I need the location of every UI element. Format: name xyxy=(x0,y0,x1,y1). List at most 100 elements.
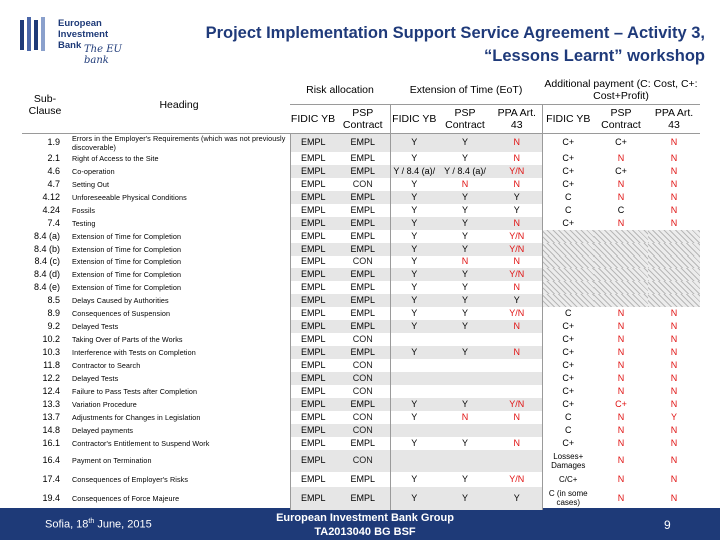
risk-fidic-cell: EMPL xyxy=(289,359,336,372)
pay-psp-cell: C xyxy=(617,204,625,215)
pay-ppa-cell: N xyxy=(648,132,700,152)
risk-psp-cell: EMPL xyxy=(350,282,375,293)
table-row: 9.2 Delayed Tests EMPL EMPL Y Y N C+ N N xyxy=(22,320,700,334)
risk-fidic-cell: EMPL xyxy=(289,307,336,321)
heading-cell: Right of Access to the Site xyxy=(72,153,159,163)
table-row: 8.5 Delays Caused by Authorities EMPL EMPL Y… xyxy=(22,294,700,308)
risk-psp-cell: EMPL xyxy=(350,437,375,448)
risk-fidic-cell: EMPL xyxy=(289,216,336,230)
pay-psp-cell: C+ xyxy=(615,398,627,409)
pay-psp-cell: N xyxy=(617,308,625,319)
table-row: 8.4 (c) Extension of Time for Completion E… xyxy=(22,255,700,269)
pay-psp-cell xyxy=(594,294,648,308)
footer-organisation: European Investment Bank Group TA2013040… xyxy=(276,512,454,538)
eot-ppa-cell: N xyxy=(513,178,521,189)
pay-psp-cell xyxy=(594,229,648,243)
eot-fidic-cell: Y xyxy=(389,471,438,487)
eot-ppa-cell: Y xyxy=(492,294,542,308)
pay-ppa-cell xyxy=(648,281,700,295)
pay-ppa-cell: N xyxy=(670,191,678,202)
eot-fidic-cell: Y xyxy=(389,203,438,217)
risk-psp-cell: CON xyxy=(352,334,373,345)
risk-fidic-cell: EMPL xyxy=(289,164,336,178)
pay-ppa-header: PPA Art. 43 xyxy=(648,103,700,133)
risk-psp-cell: EMPL xyxy=(336,216,390,230)
eot-ppa-cell: Y/N xyxy=(492,164,542,178)
risk-fidic-cell: EMPL xyxy=(289,242,336,256)
pay-fidic-cell: C xyxy=(541,190,594,204)
risk-psp-cell: EMPL xyxy=(336,486,390,510)
risk-psp-cell: CON xyxy=(336,449,390,472)
subclause-cell: 1.9 xyxy=(22,132,68,152)
pay-fidic-cell xyxy=(541,242,594,256)
footer-date: Sofia, 18th June, 2015 xyxy=(45,518,152,531)
heading-cell: Extension of Time for Completion xyxy=(72,283,182,293)
risk-psp-header: PSP Contract xyxy=(336,103,390,133)
heading-cell: Extension of Time for Completion xyxy=(72,244,182,254)
subclause-cell: 4.7 xyxy=(47,178,60,189)
eot-psp-cell xyxy=(438,423,492,437)
eot-ppa-cell: Y xyxy=(492,190,542,204)
eib-logo-icon xyxy=(20,17,45,51)
pay-fidic-cell: C/C+ xyxy=(541,471,594,487)
table-row: 8.4 (d) Extension of Time for Completion E… xyxy=(22,268,700,282)
eot-ppa-cell: Y xyxy=(513,204,520,215)
table-row: 16.4 Payment on Termination EMPL CON Losses+… xyxy=(22,449,700,472)
pay-ppa-cell: N xyxy=(670,359,678,370)
pay-fidic-cell: C+ xyxy=(541,132,594,152)
subclause-cell: 8.4 (a) xyxy=(33,230,60,241)
table-row: 16.1 Contractor's Entitlement to Suspend … xyxy=(22,436,700,450)
subclause-cell: 2.1 xyxy=(47,152,60,163)
eot-fidic-cell: Y xyxy=(389,216,438,230)
heading-cell: Consequences of Force Majeure xyxy=(72,493,180,503)
eot-ppa-cell: N xyxy=(513,437,521,448)
eot-psp-cell: Y xyxy=(438,190,492,204)
risk-fidic-cell: EMPL xyxy=(289,486,336,510)
risk-fidic-cell: EMPL xyxy=(289,177,336,191)
eot-psp-cell: N xyxy=(461,411,469,422)
pay-psp-cell xyxy=(594,242,648,256)
heading-cell: Consequences of Suspension xyxy=(72,309,171,319)
eot-fidic-cell: Y xyxy=(389,294,438,308)
risk-fidic-cell: EMPL xyxy=(289,410,336,424)
eot-psp-cell: Y xyxy=(438,268,492,282)
subclause-cell: 8.5 xyxy=(47,295,60,306)
subclause-cell: 10.2 xyxy=(42,334,60,345)
table-row: 7.4 Testing EMPL EMPL Y Y N C+ N N xyxy=(22,216,700,230)
eot-psp-cell xyxy=(438,371,492,385)
risk-fidic-cell: EMPL xyxy=(289,449,336,472)
heading-cell: Unforeseeable Physical Conditions xyxy=(72,192,187,202)
table-row: 8.9 Consequences of Suspension EMPL EMPL Y Y Y… xyxy=(22,307,700,321)
pay-ppa-cell: N xyxy=(670,385,678,396)
risk-psp-cell: EMPL xyxy=(336,346,390,359)
pay-fidic-cell: C xyxy=(541,423,594,437)
pay-ppa-cell xyxy=(648,229,700,243)
heading-cell: Co-operation xyxy=(72,166,115,176)
risk-fidic-header: FIDIC YB xyxy=(290,103,336,133)
eot-psp-cell: Y xyxy=(461,437,468,448)
subclause-cell: 8.4 (b) xyxy=(33,243,60,254)
subclause-cell: 7.4 xyxy=(47,217,60,228)
risk-fidic-cell: EMPL xyxy=(289,229,336,243)
table-row: 8.4 (e) Extension of Time for Completion E… xyxy=(22,281,700,295)
table-row: 4.24 Fossils EMPL EMPL Y Y Y C C N xyxy=(22,203,700,217)
heading-cell: Extension of Time for Completion xyxy=(72,231,182,241)
logo-tagline: The EU bank xyxy=(84,44,122,66)
eot-ppa-cell xyxy=(492,449,542,472)
risk-fidic-cell: EMPL xyxy=(289,294,336,308)
pay-fidic-cell xyxy=(541,268,594,282)
risk-psp-cell: EMPL xyxy=(336,132,390,152)
table-row: 8.4 (b) Extension of Time for Completion E… xyxy=(22,242,700,256)
pay-ppa-cell: Y xyxy=(670,411,677,422)
risk-psp-cell: CON xyxy=(352,385,373,396)
subclause-cell: 8.4 (c) xyxy=(34,256,60,267)
risk-psp-cell: CON xyxy=(352,178,373,189)
pay-psp-cell xyxy=(594,281,648,295)
risk-psp-cell: EMPL xyxy=(350,152,375,163)
subclause-cell: 13.7 xyxy=(42,411,60,422)
pay-fidic-cell: C+ xyxy=(541,164,594,178)
table-row: 1.9 Errors in the Employer's Requirements… xyxy=(22,132,700,152)
subclause-cell: 10.3 xyxy=(42,347,60,358)
subclause-cell: 4.12 xyxy=(42,191,60,202)
pay-fidic-cell: C xyxy=(541,307,594,321)
